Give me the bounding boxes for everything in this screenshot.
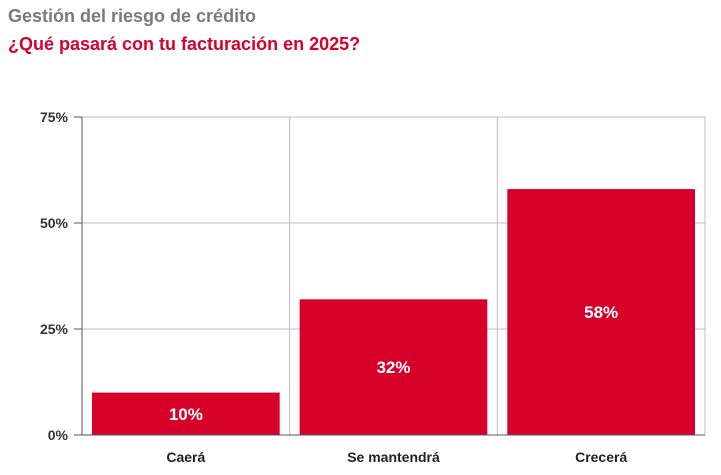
- axes: [74, 116, 705, 436]
- x-category-label: Se mantendrá: [347, 449, 440, 465]
- y-tick-label: 75%: [40, 109, 69, 125]
- bar: [507, 189, 695, 435]
- bar-data-label: 32%: [376, 358, 410, 377]
- x-category-label: Caerá: [166, 449, 205, 465]
- bars: [92, 189, 695, 435]
- bar: [299, 299, 488, 435]
- chart-header: Gestión del riesgo de crédito ¿Qué pasar…: [8, 4, 360, 56]
- x-category-label: Crecerá: [575, 449, 627, 465]
- chart-title: ¿Qué pasará con tu facturación en 2025?: [8, 34, 361, 54]
- y-tick-label: 25%: [40, 321, 69, 337]
- y-tick-label: 50%: [40, 215, 69, 231]
- bar-data-label: 58%: [584, 303, 618, 322]
- bar: [92, 392, 280, 435]
- labels: 0% 25% 50% 75% 10% Caerá 32% Se mantendrá 58% Cre…: [40, 109, 627, 465]
- bar-data-label: 10%: [169, 405, 203, 424]
- chart-supertitle: Gestión del riesgo de crédito: [8, 6, 257, 26]
- y-tick-label: 0%: [48, 427, 69, 443]
